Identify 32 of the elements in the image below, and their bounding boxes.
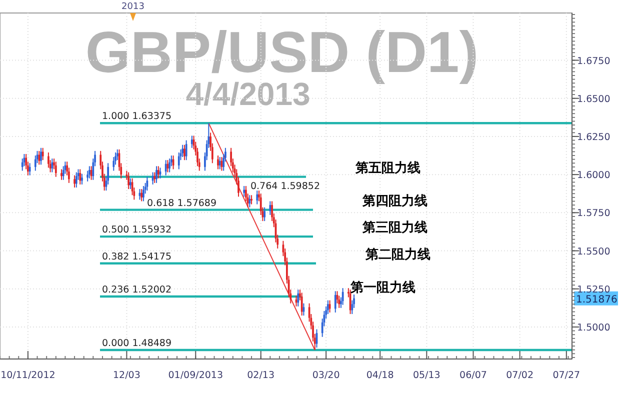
x-tick-label: 01/09/2013 xyxy=(168,370,224,381)
ref-line-label: 0.236 1.52002 xyxy=(102,284,172,296)
y-tick-label: 1.6500 xyxy=(577,94,610,105)
y-tick-label: 1.5750 xyxy=(577,208,610,220)
annotation: 第二阻力线 xyxy=(364,246,430,262)
y-tick-label: 1.5500 xyxy=(577,246,610,258)
y-tick-label: 1.6750 xyxy=(577,56,610,67)
x-tick-label: 07/02 xyxy=(506,370,534,381)
x-tick-label: 06/07 xyxy=(460,370,487,381)
x-tick-label: 07/27 xyxy=(552,370,580,381)
annotation: 第一阻力线 xyxy=(350,279,416,294)
text: 2013 xyxy=(122,2,144,12)
title: GBP/USD (D1) 4/4/2013 xyxy=(85,20,479,112)
x-tick-label: 12/03 xyxy=(113,370,140,381)
annotation: 第四阻力线 xyxy=(362,192,428,208)
x-tick-label: 03/20 xyxy=(312,370,340,381)
ref-line-label: 0.382 1.54175 xyxy=(102,251,172,262)
y-tick-label: 1.6250 xyxy=(577,132,610,143)
ref-line-label: 0.500 1.55932 xyxy=(102,224,172,236)
ref-line-label: 1.000 1.63375 xyxy=(102,111,172,122)
annotation: 第三阻力线 xyxy=(362,220,428,235)
y-tick-label: 1.6000 xyxy=(577,170,610,182)
x-tick-label: 10/11/2012 xyxy=(0,370,56,381)
y-tick-label: 1.5000 xyxy=(577,322,610,334)
x-tick-label: 02/13 xyxy=(247,370,275,381)
ref-line-label: 0.764 1.59852 xyxy=(250,180,320,192)
annotation: 第五阻力线 xyxy=(354,160,420,175)
ref-line-label: 0.618 1.57689 xyxy=(147,198,217,209)
x-tick-label: 04/18 xyxy=(366,370,394,381)
ref-line-label: 0.000 1.48489 xyxy=(102,338,172,350)
annotation: 1.51876 xyxy=(576,294,618,306)
x-tick-label: 05/13 xyxy=(412,370,440,381)
